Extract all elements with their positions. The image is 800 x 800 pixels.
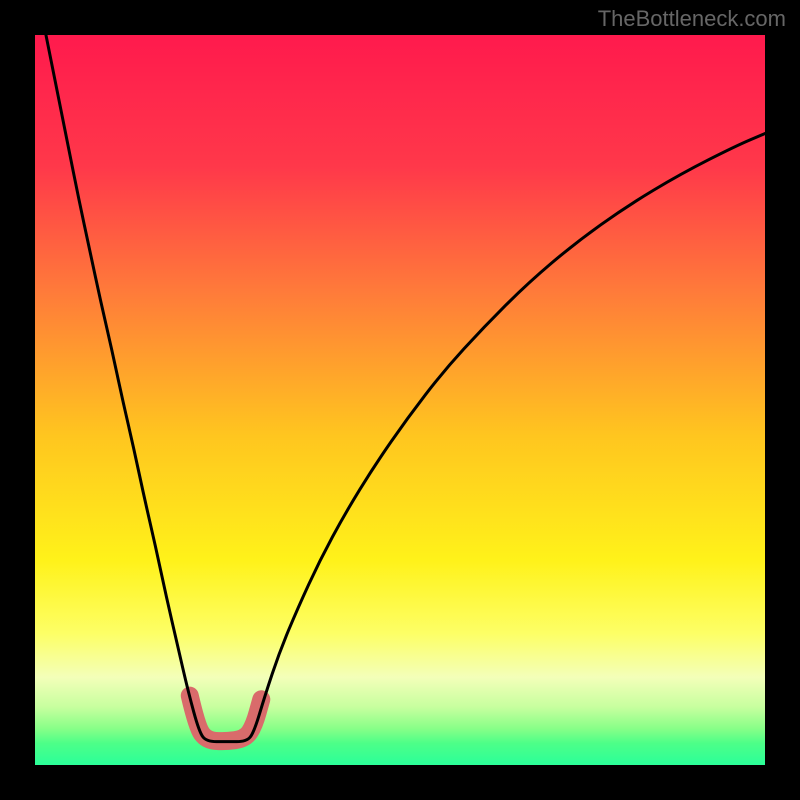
bottleneck-curve — [46, 35, 765, 742]
curve-overlay — [35, 35, 765, 765]
chart-container: TheBottleneck.com — [0, 0, 800, 800]
watermark-text: TheBottleneck.com — [598, 6, 786, 32]
plot-area — [35, 35, 765, 765]
